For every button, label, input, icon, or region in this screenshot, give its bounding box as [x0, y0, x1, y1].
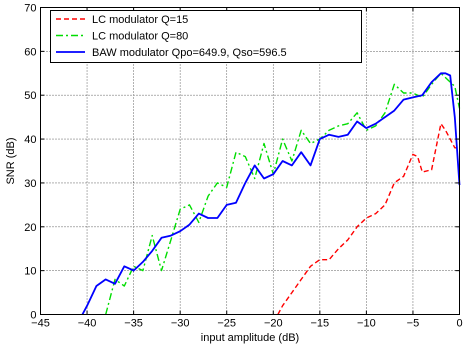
series-lines: [81, 72, 461, 315]
legend: LC modulator Q=15 LC modulator Q=80 BAW mo…: [50, 10, 362, 63]
x-tick-label: −15: [310, 318, 329, 330]
y-tick-label: 10: [24, 266, 36, 278]
axis-ticks: −45 −40 −35 −30 −25 −20 −15 −10 −5 0 0 10 20 30 40 50 60…: [24, 3, 462, 330]
x-tick-label: −5: [407, 318, 420, 330]
y-tick-label: 20: [24, 222, 36, 234]
y-tick-label: 50: [24, 90, 36, 102]
series-line-1: [277, 122, 460, 315]
x-axis-label: input amplitude (dB): [201, 332, 299, 344]
x-tick-label: −40: [78, 318, 97, 330]
x-tick-label: −20: [264, 318, 283, 330]
y-tick-label: 0: [30, 310, 36, 322]
x-tick-label: −45: [31, 318, 50, 330]
legend-label-3: BAW modulator Qpo=649.9, Qso=596.5: [92, 47, 287, 59]
y-tick-label: 60: [24, 46, 36, 58]
x-tick-label: −35: [124, 318, 143, 330]
y-tick-label: 70: [24, 3, 36, 15]
x-tick-label: 0: [456, 318, 462, 330]
y-axis-label: SNR (dB): [5, 137, 17, 184]
plot-area-frame: [40, 7, 460, 315]
series-line-3: [81, 72, 461, 315]
x-tick-label: −30: [171, 318, 190, 330]
y-tick-label: 40: [24, 134, 36, 146]
x-tick-label: −10: [357, 318, 376, 330]
series-line-2: [105, 72, 461, 315]
legend-box: [50, 10, 362, 63]
x-tick-label: −25: [217, 318, 236, 330]
y-tick-label: 30: [24, 178, 36, 190]
legend-label-2: LC modulator Q=80: [92, 31, 188, 43]
legend-label-1: LC modulator Q=15: [92, 14, 188, 26]
